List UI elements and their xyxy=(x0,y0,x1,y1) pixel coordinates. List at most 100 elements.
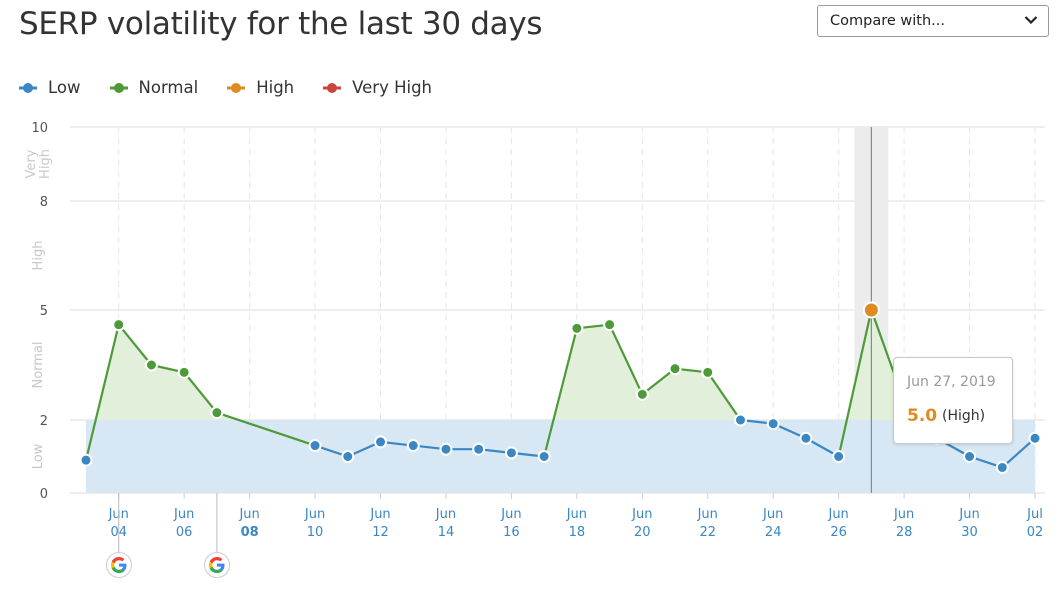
legend-item-high[interactable]: High xyxy=(226,78,294,97)
data-point xyxy=(144,358,158,372)
x-tick-month: Jun xyxy=(827,507,848,522)
x-tick-month: Jun xyxy=(958,507,979,522)
zone-label: High xyxy=(31,241,46,271)
x-tick-day: 02 xyxy=(1027,525,1044,540)
data-point xyxy=(308,439,322,453)
page-title: SERP volatility for the last 30 days xyxy=(19,6,543,42)
x-tick-day: 06 xyxy=(176,525,193,540)
series-segment xyxy=(84,324,120,461)
x-tick-day: 10 xyxy=(307,525,324,540)
series-segment xyxy=(608,324,644,395)
x-tick-day: 14 xyxy=(438,525,455,540)
data-point xyxy=(799,431,813,445)
data-point xyxy=(504,446,518,460)
data-point xyxy=(862,301,880,319)
legend-label-very-high: Very High xyxy=(352,78,433,97)
tooltip-level: (High) xyxy=(942,408,986,424)
area-low xyxy=(86,420,1035,493)
x-tick-day: 26 xyxy=(830,525,847,540)
series-segment xyxy=(216,411,316,447)
data-point xyxy=(177,365,191,379)
google-g-icon xyxy=(208,557,225,573)
zone-label-text: High xyxy=(31,241,46,271)
legend-item-very-high[interactable]: Very High xyxy=(322,78,432,97)
data-point xyxy=(374,435,388,449)
data-point xyxy=(1028,431,1042,445)
series-segment xyxy=(117,323,153,366)
legend-label-low: Low xyxy=(48,78,81,97)
x-tick-day: 22 xyxy=(699,525,716,540)
data-point xyxy=(439,442,453,456)
x-tick-month: Jun xyxy=(369,507,390,522)
data-point xyxy=(79,453,93,467)
x-tick-month: Jun xyxy=(238,507,259,522)
data-point xyxy=(341,450,355,463)
chart-legend: Low Normal High Very High xyxy=(18,78,460,97)
series-segment xyxy=(837,309,873,457)
series-segment xyxy=(543,328,578,457)
data-point xyxy=(537,450,551,463)
x-tick-day: 18 xyxy=(569,525,586,540)
x-tick-month: Jun xyxy=(500,507,521,522)
zone-label: Low xyxy=(31,443,46,469)
zone-label-text: Very xyxy=(24,149,39,178)
legend-item-normal[interactable]: Normal xyxy=(109,78,199,97)
series-segment xyxy=(183,371,218,414)
tooltip-value: 5.0 xyxy=(907,406,938,426)
x-tick-month: Jun xyxy=(566,507,587,522)
legend-label-normal: Normal xyxy=(138,78,199,97)
x-tick-day: 20 xyxy=(634,525,651,540)
y-tick-label: 2 xyxy=(40,414,48,429)
y-tick-label: 10 xyxy=(31,121,48,136)
series-segment xyxy=(706,371,742,421)
legend-marker-low-icon xyxy=(19,82,37,93)
y-tick-label: 0 xyxy=(40,487,48,502)
zone-label-text: Low xyxy=(31,443,46,469)
series-segment xyxy=(1001,437,1036,469)
google-g-icon xyxy=(110,557,127,573)
area-normal xyxy=(95,310,921,420)
chart-tooltip: Jun 27, 2019 5.0 (High) xyxy=(893,357,1013,444)
x-tick-month: Jun xyxy=(304,507,325,522)
google-update-icon[interactable] xyxy=(203,552,230,578)
y-tick-label: 5 xyxy=(40,304,48,319)
zone-label: Very High xyxy=(24,149,53,179)
compare-with-dropdown[interactable]: Compare with... xyxy=(817,5,1049,37)
zone-label: Normal xyxy=(31,341,46,388)
data-point xyxy=(570,321,584,335)
x-tick-month: Jun xyxy=(893,507,914,522)
x-tick-day: 16 xyxy=(503,525,520,540)
compare-with-label: Compare with... xyxy=(830,13,945,29)
data-point xyxy=(668,362,682,376)
x-tick-day: 24 xyxy=(765,525,782,540)
data-point xyxy=(472,442,486,456)
tooltip-date: Jun 27, 2019 xyxy=(907,374,996,390)
legend-marker-very-high-icon xyxy=(323,82,342,93)
x-tick-month: Jun xyxy=(697,507,718,522)
x-tick-day: 08 xyxy=(241,525,259,540)
data-point xyxy=(210,406,224,420)
x-tick-day: 28 xyxy=(896,525,913,540)
google-update-icon[interactable] xyxy=(105,552,132,578)
x-tick-day: 30 xyxy=(961,525,978,540)
data-point xyxy=(733,413,747,427)
zone-label-text: High xyxy=(38,149,53,179)
data-point xyxy=(635,387,649,401)
series-segment xyxy=(641,367,676,396)
x-tick-month: Jul xyxy=(1026,507,1043,522)
chevron-down-icon xyxy=(1024,16,1038,25)
y-tick-label: 8 xyxy=(40,195,48,210)
data-point xyxy=(963,450,977,463)
data-point xyxy=(701,365,715,379)
data-point xyxy=(766,417,780,431)
x-tick-month: Jun xyxy=(631,507,652,522)
legend-item-low[interactable]: Low xyxy=(18,78,81,97)
x-tick-month: Jun xyxy=(173,507,194,522)
legend-marker-high-icon xyxy=(227,82,246,93)
data-point xyxy=(603,318,617,332)
legend-label-high: High xyxy=(256,78,295,97)
data-point xyxy=(406,439,420,453)
data-point xyxy=(995,460,1009,474)
x-tick-month: Jun xyxy=(435,507,456,522)
